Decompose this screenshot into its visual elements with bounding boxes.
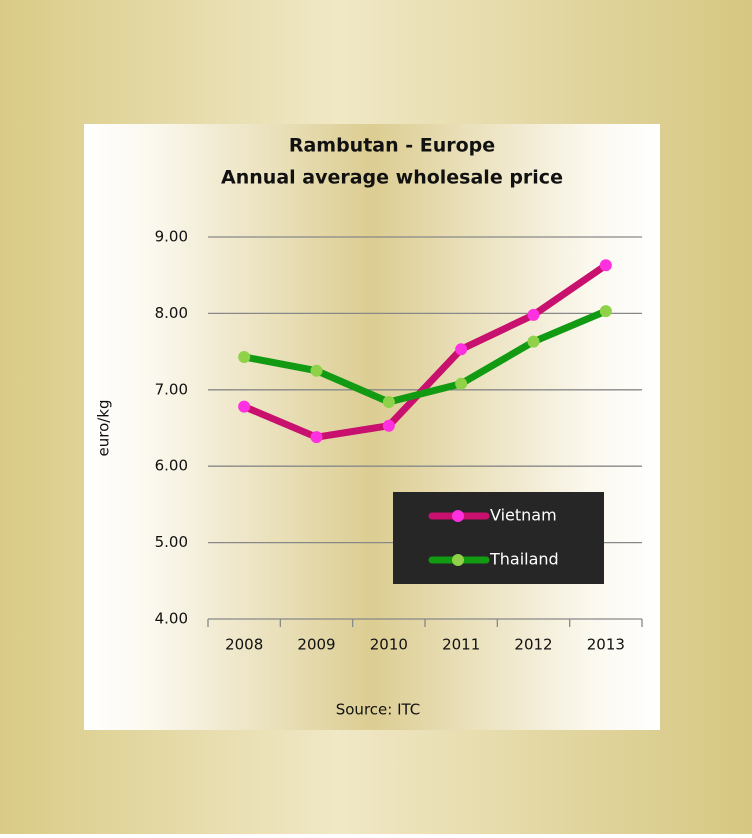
series-line <box>240 261 610 441</box>
y-axis-label: euro/kg <box>95 399 113 456</box>
data-point <box>527 335 540 348</box>
data-point <box>238 400 251 413</box>
x-tick-label: 2012 <box>514 636 552 654</box>
plot: 4.00 5.00 6.00 7.00 8.00 9.00 2008 2009 2010 2011… <box>155 228 643 654</box>
series-line <box>240 307 610 406</box>
legend-marker <box>452 510 464 522</box>
x-tick-label: 2011 <box>442 636 480 654</box>
data-point <box>599 259 612 272</box>
x-tick-label: 2009 <box>297 636 335 654</box>
data-point <box>455 377 468 390</box>
y-tick-label: 5.00 <box>155 533 188 551</box>
data-point <box>455 343 468 356</box>
data-point <box>382 419 395 432</box>
legend-box <box>393 492 604 584</box>
x-tick-label: 2010 <box>370 636 408 654</box>
x-tick-label: 2008 <box>225 636 263 654</box>
legend-marker <box>452 554 464 566</box>
chart-subtitle: Annual average wholesale price <box>221 167 563 189</box>
source: Source: ITC <box>336 701 421 719</box>
data-point <box>599 305 612 318</box>
data-point <box>527 308 540 321</box>
data-point <box>382 396 395 409</box>
y-tick-label: 7.00 <box>155 380 188 398</box>
y-tick-label: 9.00 <box>155 228 188 246</box>
y-tick-label: 4.00 <box>155 610 188 628</box>
data-point <box>310 364 323 377</box>
chart-title: Rambutan - Europe <box>289 135 495 157</box>
x-tick-label: 2013 <box>587 636 625 654</box>
legend-label: Thailand <box>489 550 559 569</box>
data-point <box>310 431 323 444</box>
legend-label: Vietnam <box>490 506 557 525</box>
y-tick-label: 6.00 <box>155 457 188 475</box>
y-tick-label: 8.00 <box>155 304 188 322</box>
data-point <box>238 350 251 363</box>
